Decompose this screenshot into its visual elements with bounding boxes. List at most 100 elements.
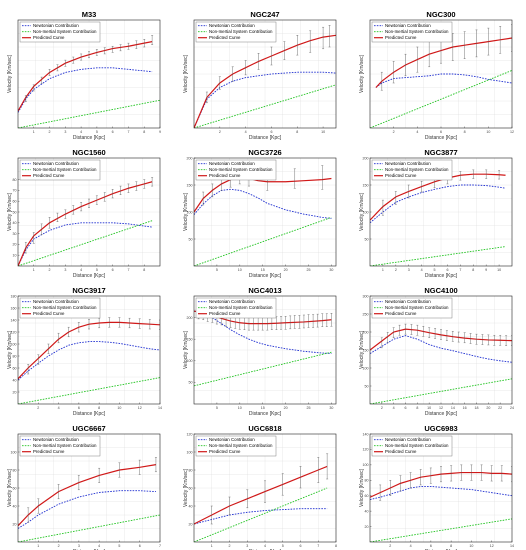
x-tick-label: 8 bbox=[416, 406, 418, 410]
error-bar bbox=[440, 329, 442, 340]
plot-frame bbox=[17, 157, 161, 267]
newtonian-series bbox=[18, 67, 153, 113]
y-tick-label: 20 bbox=[13, 390, 17, 394]
y-tick-label: 20 bbox=[189, 522, 193, 526]
error-bar bbox=[67, 327, 70, 337]
y-axis-label: Velocity [Km/sec] bbox=[7, 468, 13, 507]
y-tick-label: 10 bbox=[13, 254, 17, 258]
plot-frame bbox=[369, 19, 513, 129]
x-tick-label: 3 bbox=[246, 544, 248, 548]
error-bar bbox=[205, 91, 208, 104]
y-axis-label: Velocity [Km/sec] bbox=[183, 468, 189, 507]
x-tick-label: 4 bbox=[410, 544, 412, 548]
error-bar bbox=[264, 480, 266, 503]
legend-label: Predicted Curve bbox=[385, 173, 417, 178]
y-tick-label: 100 bbox=[11, 342, 17, 346]
error-bar bbox=[80, 53, 83, 61]
error-bar bbox=[445, 330, 448, 341]
y-tick-label: 80 bbox=[13, 468, 17, 472]
x-tick-label: 2 bbox=[37, 406, 39, 410]
error-bar bbox=[419, 469, 422, 486]
error-bar bbox=[416, 324, 419, 336]
y-tick-label: 80 bbox=[189, 468, 193, 472]
error-bar bbox=[64, 209, 67, 219]
x-axis-label: Distance [Kpc] bbox=[425, 135, 458, 141]
error-bar bbox=[309, 30, 312, 53]
error-bar bbox=[398, 324, 401, 336]
error-bar bbox=[48, 69, 51, 76]
x-axis-label: Distance [Kpc] bbox=[73, 273, 106, 279]
error-bar bbox=[111, 189, 114, 199]
x-tick-label: 10 bbox=[238, 268, 242, 272]
y-tick-label: 100 bbox=[187, 210, 193, 214]
error-bar bbox=[457, 331, 460, 343]
panel-title: UGC6667 bbox=[72, 424, 105, 433]
error-bar bbox=[399, 475, 402, 492]
x-tick-label: 2 bbox=[395, 268, 397, 272]
panel-title: NGC4013 bbox=[248, 286, 281, 295]
y-tick-label: 180 bbox=[11, 294, 17, 298]
x-tick-label: 12 bbox=[490, 544, 494, 548]
legend-label: Non-Inertial System Contribution bbox=[209, 29, 273, 34]
error-bar bbox=[280, 316, 283, 330]
panel-ngc3917: NGC3917 2 4 6 8 10 12 14 20 40 60 80 100 120 140 160 180… bbox=[7, 286, 162, 417]
error-bar bbox=[270, 46, 273, 66]
error-bar bbox=[127, 42, 130, 50]
legend-label: Predicted Curve bbox=[209, 449, 241, 454]
x-tick-label: 14 bbox=[451, 406, 455, 410]
panel-ugc6667: UGC6667123456720406080100Distance [Kpc]V… bbox=[7, 424, 161, 550]
x-tick-label: 1 bbox=[33, 130, 35, 134]
error-bar bbox=[56, 212, 59, 222]
x-tick-label: 12 bbox=[138, 406, 142, 410]
legend-label: Non-Inertial System Contribution bbox=[385, 443, 449, 448]
x-tick-label: 6 bbox=[78, 406, 80, 410]
y-tick-label: 40 bbox=[13, 221, 17, 225]
legend-label: Non-Inertial System Contribution bbox=[33, 29, 97, 34]
error-bar bbox=[460, 464, 463, 481]
y-axis-label: Velocity [Km/sec] bbox=[359, 192, 365, 231]
x-tick-label: 2 bbox=[219, 130, 221, 134]
error-bar bbox=[143, 179, 146, 189]
legend-label: Newtonian Contribution bbox=[385, 161, 431, 166]
error-bar bbox=[490, 465, 493, 482]
panel-title: NGC3877 bbox=[424, 148, 457, 157]
error-bar bbox=[463, 332, 466, 343]
plot-frame bbox=[17, 19, 161, 129]
x-tick-label: 30 bbox=[329, 268, 333, 272]
legend-label: Newtonian Contribution bbox=[209, 437, 255, 442]
x-tick-label: 7 bbox=[127, 268, 129, 272]
error-bar bbox=[416, 46, 419, 73]
error-bar bbox=[127, 183, 130, 193]
plot-frame bbox=[17, 295, 161, 405]
x-tick-label: 3 bbox=[78, 544, 80, 548]
x-tick-label: 2 bbox=[393, 130, 395, 134]
error-bar bbox=[498, 170, 501, 180]
y-tick-label: 70 bbox=[13, 189, 17, 193]
x-tick-label: 2 bbox=[229, 544, 231, 548]
plot-frame bbox=[193, 157, 337, 267]
y-tick-label: 30 bbox=[13, 232, 17, 236]
y-tick-label: 60 bbox=[13, 200, 17, 204]
y-axis-label: Velocity [Km/sec] bbox=[359, 54, 365, 93]
error-bar bbox=[386, 332, 389, 343]
error-bar bbox=[480, 464, 483, 481]
error-bar bbox=[119, 185, 122, 195]
legend-label: Predicted Curve bbox=[385, 35, 417, 40]
error-bar bbox=[211, 183, 214, 198]
y-tick-label: 200 bbox=[187, 316, 193, 320]
error-bar bbox=[325, 313, 328, 327]
error-bar bbox=[451, 331, 454, 342]
error-bar bbox=[298, 315, 301, 329]
x-axis-label: Distance [Kpc] bbox=[249, 411, 282, 417]
error-bar bbox=[80, 202, 83, 212]
error-bar bbox=[283, 41, 286, 60]
error-bar bbox=[410, 324, 413, 335]
x-tick-label: 1 bbox=[211, 544, 213, 548]
x-tick-label: 25 bbox=[307, 268, 311, 272]
error-bar bbox=[326, 453, 329, 480]
x-tick-label: 1 bbox=[382, 268, 384, 272]
x-tick-label: 15 bbox=[261, 406, 265, 410]
